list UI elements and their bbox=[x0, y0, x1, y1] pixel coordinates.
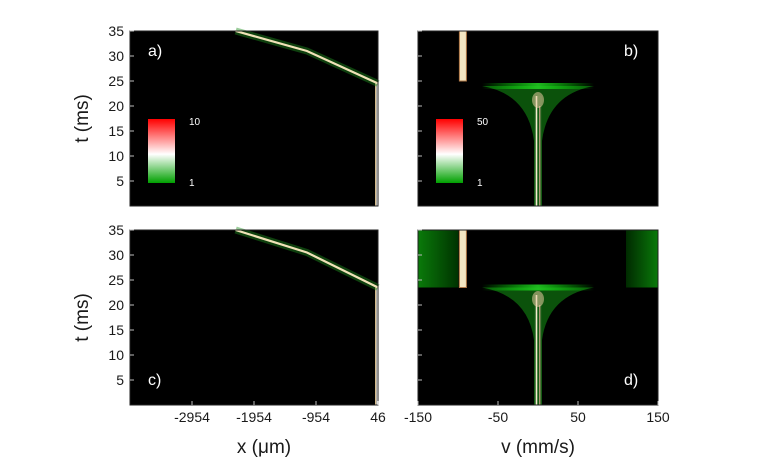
plot-frame bbox=[417, 30, 659, 207]
panel-d: d) -150 -50 50 150 v (mm/s) bbox=[404, 229, 670, 458]
panel-c: c) 5 10 15 20 25 30 35 -2954 -1954 -954 46 t (ms) x (… bbox=[72, 222, 386, 458]
panel-label: a) bbox=[148, 43, 162, 60]
y-tick-label: 5 bbox=[116, 173, 124, 189]
velocity-stem-glow bbox=[534, 96, 542, 206]
velocity-spread-band bbox=[482, 83, 594, 89]
y-tick-label: 15 bbox=[108, 322, 124, 338]
y-tick-label: 25 bbox=[108, 73, 124, 89]
y-tick-label: 15 bbox=[108, 123, 124, 139]
y-tick-label: 10 bbox=[108, 347, 124, 363]
panel-b: b) 50 1 bbox=[417, 30, 659, 207]
moving-velocity-band bbox=[458, 229, 467, 288]
x-tick-label: -50 bbox=[488, 409, 508, 425]
y-tick-label: 25 bbox=[108, 272, 124, 288]
x-tick-label: 46 bbox=[370, 409, 386, 425]
y-tick-label: 35 bbox=[108, 222, 124, 238]
right-edge-band bbox=[626, 230, 658, 288]
left-edge-band bbox=[418, 230, 459, 288]
moving-front-line bbox=[235, 29, 379, 85]
y-tick-label: 20 bbox=[108, 98, 124, 114]
x-tick-label: -954 bbox=[302, 409, 330, 425]
x-tick-label: -1954 bbox=[236, 409, 272, 425]
plot-frame bbox=[417, 229, 659, 406]
colorbar-max-label: 50 bbox=[477, 117, 489, 128]
moving-velocity-band bbox=[458, 30, 467, 82]
panel-label: d) bbox=[624, 372, 638, 389]
velocity-stem-knot bbox=[532, 291, 544, 307]
x-tick-label: 50 bbox=[570, 409, 586, 425]
moving-front-line bbox=[235, 228, 379, 289]
colorbar bbox=[436, 119, 463, 183]
panel-a: a) 5 10 15 20 25 30 35 10 1 t (ms) bbox=[72, 23, 380, 207]
colorbar-max-label: 10 bbox=[189, 117, 201, 128]
y-tick-label: 20 bbox=[108, 297, 124, 313]
y-tick-label: 10 bbox=[108, 148, 124, 164]
x-axis-label: x (μm) bbox=[237, 437, 291, 458]
x-axis-label: v (mm/s) bbox=[501, 437, 575, 458]
velocity-spread-band bbox=[482, 284, 594, 291]
colorbar bbox=[148, 119, 175, 183]
plot-frame bbox=[129, 30, 379, 207]
x-tick-label: -150 bbox=[404, 409, 432, 425]
y-tick-label: 30 bbox=[108, 48, 124, 64]
colorbar-min-label: 1 bbox=[477, 178, 483, 189]
velocity-stem-knot bbox=[532, 92, 544, 108]
velocity-stem-glow bbox=[534, 295, 542, 405]
y-axis-label: t (ms) bbox=[72, 293, 93, 342]
plot-background bbox=[130, 230, 378, 405]
y-tick-label: 5 bbox=[116, 372, 124, 388]
y-axis-label: t (ms) bbox=[72, 94, 93, 143]
panel-label: c) bbox=[148, 372, 161, 389]
x-tick-label: -2954 bbox=[174, 409, 210, 425]
panel-label: b) bbox=[624, 43, 638, 60]
x-tick-label: 150 bbox=[646, 409, 670, 425]
y-tick-label: 35 bbox=[108, 23, 124, 39]
colorbar-min-label: 1 bbox=[189, 178, 195, 189]
y-tick-label: 30 bbox=[108, 247, 124, 263]
